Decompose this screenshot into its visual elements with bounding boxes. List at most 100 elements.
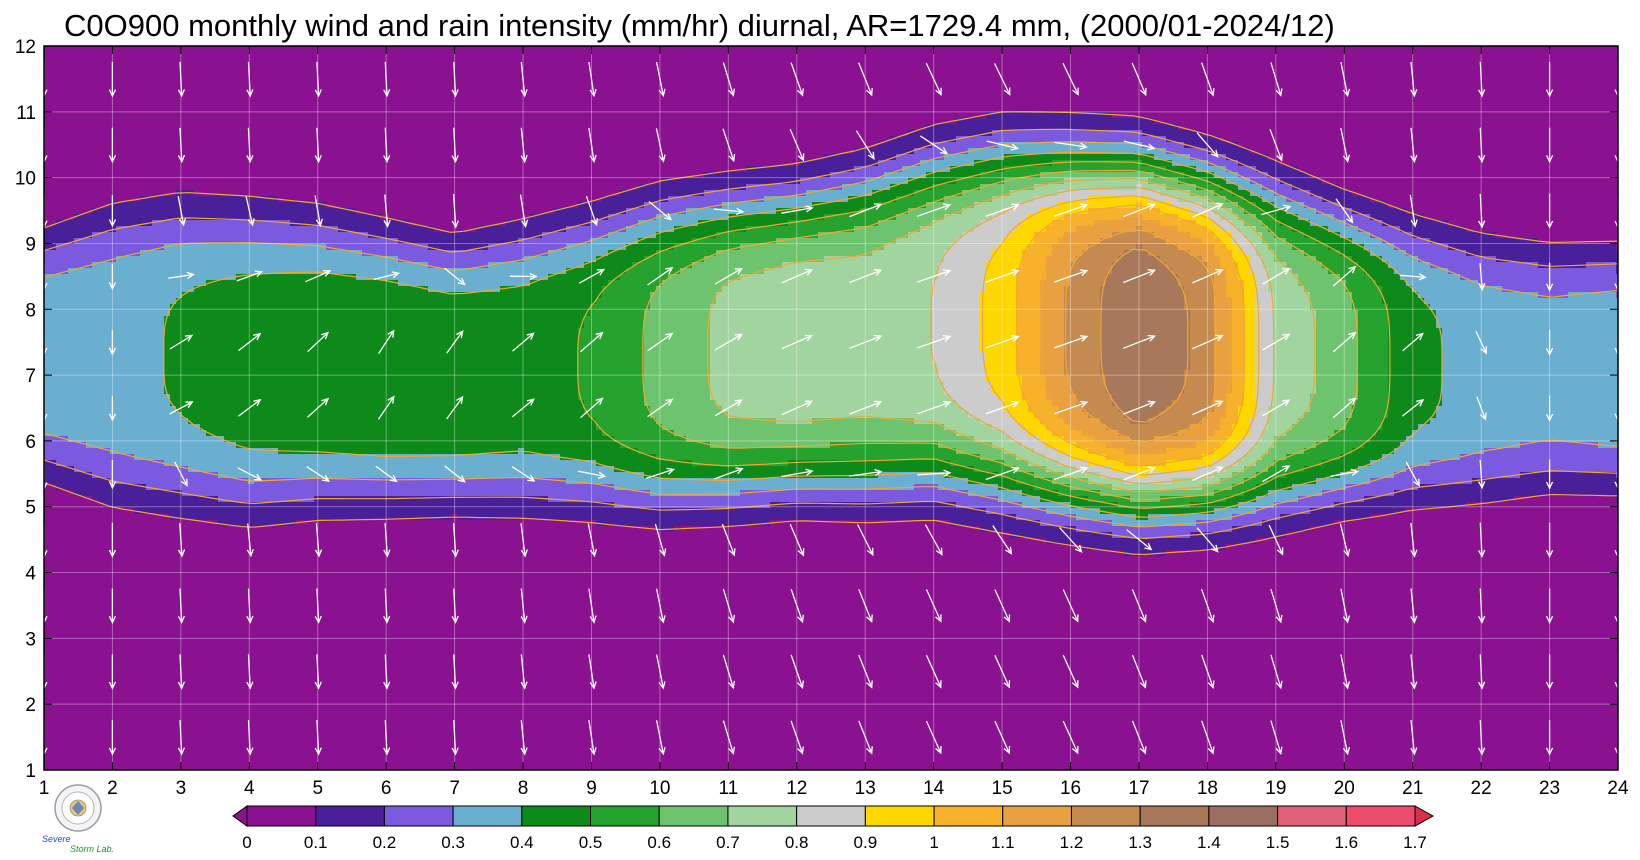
heatmap-cell xyxy=(158,550,165,557)
heatmap-cell xyxy=(242,688,249,695)
heatmap-cell xyxy=(182,436,189,443)
heatmap-cell xyxy=(74,514,81,521)
heatmap-cell xyxy=(68,124,75,131)
heatmap-cell xyxy=(212,262,219,269)
heatmap-cell xyxy=(176,310,183,317)
heatmap-cell xyxy=(230,694,237,701)
heatmap-cell xyxy=(62,514,69,521)
heatmap-cell xyxy=(272,694,279,701)
heatmap-cell xyxy=(230,502,237,509)
heatmap-cell xyxy=(86,142,93,149)
heatmap-cell xyxy=(290,196,297,203)
heatmap-cell xyxy=(74,424,81,431)
heatmap-cell xyxy=(140,388,147,395)
heatmap-cell xyxy=(110,70,117,77)
heatmap-cell xyxy=(44,142,51,149)
heatmap-cell xyxy=(140,442,147,449)
heatmap-cell xyxy=(260,526,267,533)
heatmap-cell xyxy=(158,238,165,245)
heatmap-cell xyxy=(290,94,297,101)
heatmap-cell xyxy=(272,502,279,509)
heatmap-cell xyxy=(218,382,225,389)
heatmap-cell xyxy=(182,160,189,167)
heatmap-cell xyxy=(242,232,249,239)
heatmap-cell xyxy=(152,556,159,563)
heatmap-cell xyxy=(236,250,243,257)
heatmap-cell xyxy=(122,754,129,761)
heatmap-cell xyxy=(170,424,177,431)
heatmap-cell xyxy=(170,196,177,203)
heatmap-cell xyxy=(158,748,165,755)
heatmap-cell xyxy=(50,400,57,407)
heatmap-cell xyxy=(272,436,279,443)
heatmap-cell xyxy=(74,100,81,107)
heatmap-cell xyxy=(206,64,213,71)
heatmap-cell xyxy=(182,706,189,713)
heatmap-cell xyxy=(158,478,165,485)
heatmap-cell xyxy=(164,52,171,59)
heatmap-cell xyxy=(212,184,219,191)
heatmap-cell xyxy=(80,88,87,95)
heatmap-cell xyxy=(158,688,165,695)
heatmap-cell xyxy=(194,736,201,743)
heatmap-cell xyxy=(74,58,81,65)
heatmap-cell xyxy=(104,148,111,155)
heatmap-cell xyxy=(200,304,207,311)
heatmap-cell xyxy=(116,682,123,689)
heatmap-cell xyxy=(56,172,63,179)
heatmap-cell xyxy=(224,646,231,653)
heatmap-cell xyxy=(98,46,105,53)
heatmap-cell xyxy=(242,322,249,329)
heatmap-cell xyxy=(116,562,123,569)
heatmap-cell xyxy=(170,328,177,335)
heatmap-cell xyxy=(44,718,51,725)
heatmap-cell xyxy=(182,754,189,761)
heatmap-cell xyxy=(182,748,189,755)
heatmap-cell xyxy=(80,82,87,89)
heatmap-cell xyxy=(188,712,195,719)
heatmap-cell xyxy=(92,676,99,683)
heatmap-cell xyxy=(140,250,147,257)
heatmap-cell xyxy=(122,220,129,227)
heatmap-cell xyxy=(110,172,117,179)
heatmap-cell xyxy=(212,490,219,497)
heatmap-cell xyxy=(86,136,93,143)
heatmap-cell xyxy=(122,94,129,101)
heatmap-cell xyxy=(224,472,231,479)
heatmap-cell xyxy=(224,484,231,491)
heatmap-cell xyxy=(92,196,99,203)
heatmap-cell xyxy=(152,760,159,767)
heatmap-cell xyxy=(212,412,219,419)
heatmap-cell xyxy=(104,88,111,95)
heatmap-cell xyxy=(230,574,237,581)
heatmap-cell xyxy=(74,700,81,707)
heatmap-cell xyxy=(62,70,69,77)
heatmap-cell xyxy=(272,448,279,455)
heatmap-cell xyxy=(266,388,273,395)
heatmap-cell xyxy=(80,412,87,419)
heatmap-cell xyxy=(68,766,75,771)
heatmap-cell xyxy=(224,262,231,269)
heatmap-cell xyxy=(224,688,231,695)
heatmap-cell xyxy=(200,118,207,125)
heatmap-cell xyxy=(230,94,237,101)
heatmap-cell xyxy=(230,544,237,551)
heatmap-cell xyxy=(44,682,51,689)
heatmap-cell xyxy=(140,304,147,311)
heatmap-cell xyxy=(230,754,237,761)
heatmap-cell xyxy=(176,754,183,761)
heatmap-cell xyxy=(230,550,237,557)
heatmap-cell xyxy=(218,700,225,707)
heatmap-cell xyxy=(194,580,201,587)
heatmap-cell xyxy=(80,532,87,539)
heatmap-cell xyxy=(194,724,201,731)
heatmap-cell xyxy=(134,490,141,497)
heatmap-cell xyxy=(146,568,153,575)
heatmap-cell xyxy=(224,694,231,701)
heatmap-cell xyxy=(236,664,243,671)
heatmap-cell xyxy=(260,442,267,449)
heatmap-cell xyxy=(260,466,267,473)
heatmap-cell xyxy=(44,586,51,593)
heatmap-cell xyxy=(122,520,129,527)
heatmap-cell xyxy=(218,232,225,239)
